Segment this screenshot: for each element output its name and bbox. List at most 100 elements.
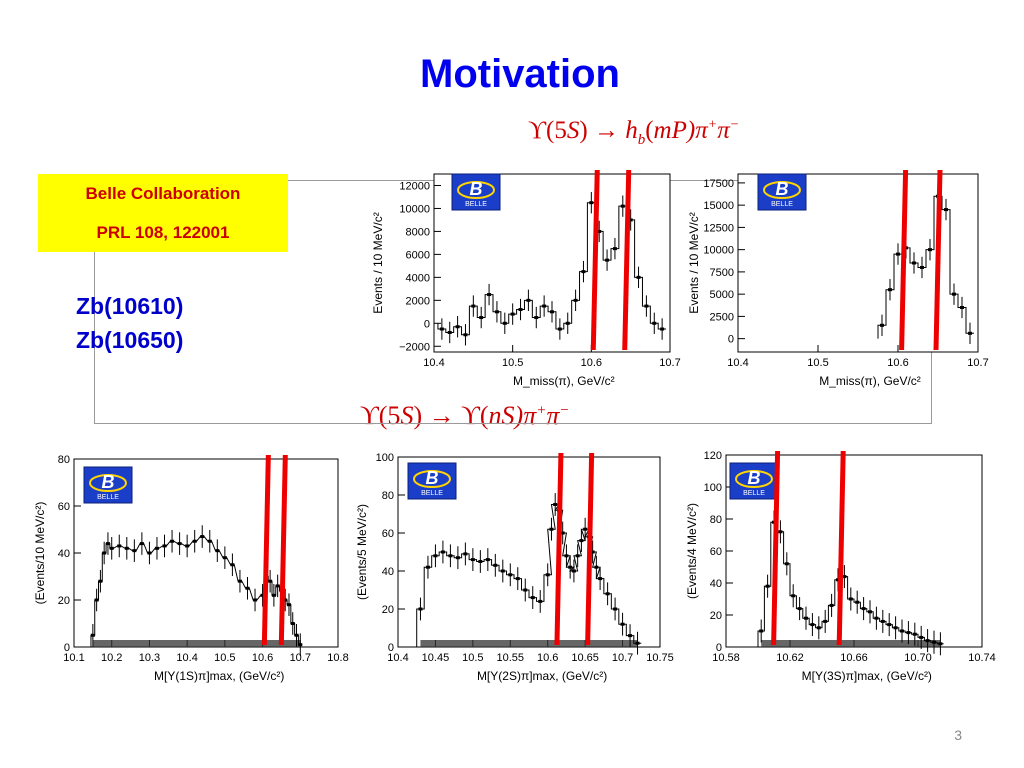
eq-part: π [546, 401, 560, 430]
x-tick-label: 10.7 [612, 652, 633, 664]
y-tick-label: 80 [382, 490, 394, 502]
data-point [575, 554, 580, 558]
y-tick-label: 2500 [710, 311, 734, 323]
data-point [90, 633, 95, 637]
y-tick-label: 0 [716, 642, 722, 654]
slide-title: Motivation [420, 52, 620, 96]
x-axis-label: M_miss(π), GeV/c² [513, 374, 615, 388]
data-point [105, 542, 110, 546]
y-tick-label: 4000 [406, 272, 430, 284]
belle-logo-icon [83, 466, 133, 504]
belle-logo-ring [413, 470, 451, 488]
data-point [564, 554, 569, 558]
data-point [515, 577, 520, 581]
series-histogram [877, 195, 974, 339]
y-tick-label: 40 [382, 566, 394, 578]
y-tick-label: 7500 [710, 267, 734, 279]
reference-box: Belle Collaboration PRL 108, 122001 [38, 174, 288, 252]
data-point [470, 558, 475, 562]
y-tick-label: 12500 [703, 222, 734, 234]
y-tick-label: 17500 [703, 178, 734, 190]
data-point [502, 321, 507, 325]
data-point [286, 603, 291, 607]
data-point [560, 531, 565, 535]
background-band [761, 640, 941, 647]
data-point [448, 554, 453, 558]
data-point [518, 308, 523, 312]
y-tick-label: 80 [58, 454, 70, 466]
x-tick-label: 10.7 [290, 652, 311, 664]
data-point [636, 275, 641, 279]
state-zb-10610: Zb(10610) [76, 293, 184, 319]
chart-bottom-2: 10.4 10.45 10.5 10.55 10.6 10.65 10.7 10.75 0 20 4… [355, 452, 674, 683]
eq-part: + [536, 402, 547, 419]
data-point [652, 321, 657, 325]
data-point [549, 527, 554, 531]
data-point [590, 550, 595, 554]
data-point [579, 539, 584, 543]
data-point [868, 610, 872, 614]
belle-logo-text: BELLE [743, 490, 765, 497]
data-point [245, 586, 250, 590]
data-point [900, 629, 904, 633]
x-tick-label: 10.8 [327, 652, 348, 664]
data-point [855, 600, 860, 604]
x-tick-label: 10.4 [727, 357, 748, 369]
data-point [271, 593, 276, 597]
data-point [896, 252, 900, 256]
data-point [523, 588, 528, 592]
y-tick-label: 10000 [703, 245, 734, 257]
data-point [928, 248, 932, 252]
data-point [565, 321, 570, 325]
zb-marker-line [771, 450, 781, 646]
data-point [583, 527, 588, 531]
belle-logo-ring [457, 181, 495, 199]
data-point [508, 573, 513, 577]
data-point [557, 327, 562, 331]
data-point [848, 597, 853, 601]
data-point [139, 542, 144, 546]
data-point [283, 598, 288, 602]
eq-part: − [729, 117, 740, 133]
zb-marker-line [261, 454, 271, 646]
data-point [888, 288, 892, 292]
y-axis-label: Events / 10 MeV/c² [371, 212, 385, 313]
y-axis-label: (Events/10 MeV/c²) [33, 502, 47, 605]
eq-part: S [400, 401, 414, 430]
data-point [568, 565, 573, 569]
data-point [222, 556, 227, 560]
y-tick-label: 10000 [399, 203, 430, 215]
data-point [109, 546, 114, 550]
data-point [418, 607, 423, 611]
y-tick-label: 15000 [703, 200, 734, 212]
x-tick-label: 10.62 [776, 652, 804, 664]
x-tick-label: 10.3 [139, 652, 160, 664]
data-point [185, 544, 190, 548]
x-tick-label: 10.5 [462, 652, 483, 664]
x-tick-label: 10.5 [807, 357, 828, 369]
x-tick-label: 10.4 [176, 652, 197, 664]
y-axis-label: Events / 10 MeV/c² [687, 212, 701, 313]
data-point [553, 503, 558, 506]
state-zb-10650: Zb(10650) [76, 327, 184, 353]
data-point [200, 535, 205, 539]
data-point [117, 544, 122, 548]
data-point [944, 208, 948, 212]
belle-logo-icon [729, 462, 779, 500]
data-point [842, 575, 847, 579]
data-point [268, 579, 273, 583]
x-tick-label: 10.55 [497, 652, 525, 664]
eq-part: b [637, 132, 646, 148]
eq-part: )π [686, 117, 708, 144]
x-tick-label: 10.74 [968, 652, 996, 664]
data-point [620, 204, 625, 208]
data-point [810, 623, 815, 627]
data-point [932, 640, 936, 644]
y-tick-label: 8000 [406, 226, 430, 238]
reference-line2: PRL 108, 122001 [96, 223, 230, 242]
data-point [952, 292, 956, 296]
data-point [102, 551, 107, 555]
x-tick-label: 10.4 [387, 652, 408, 664]
data-point [880, 619, 885, 623]
eq-part: mP [653, 117, 687, 144]
